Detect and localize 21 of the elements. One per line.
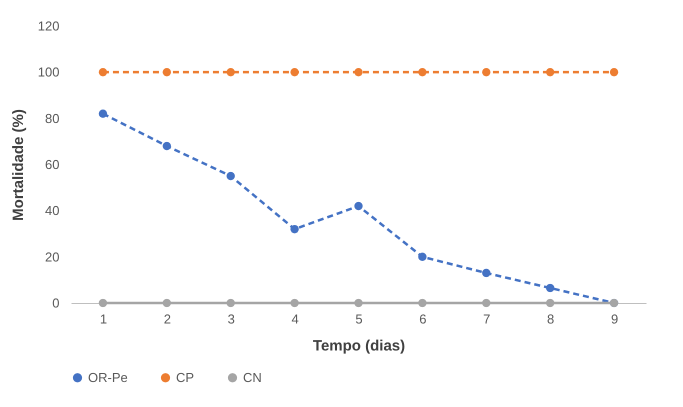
y-tick-label: 120: [38, 18, 60, 34]
y-tick-label: 0: [52, 296, 60, 310]
x-axis-title: Tempo (dias): [312, 338, 406, 354]
y-tick-label: 20: [45, 249, 60, 264]
x-tick-label: 8: [547, 312, 554, 326]
x-tick-label: 2: [164, 312, 171, 326]
legend-label: OR-Pe: [88, 370, 128, 385]
legend-label: CN: [243, 370, 262, 385]
x-tick-label: 4: [291, 312, 299, 326]
x-tick-label: 3: [228, 312, 235, 326]
y-tick-label: 40: [45, 203, 60, 218]
x-tick-label: 5: [355, 312, 363, 326]
y-tick-label: 80: [45, 110, 60, 126]
x-tick-label: 6: [419, 312, 427, 326]
legend-label: CP: [176, 370, 194, 385]
y-tick-label: 100: [38, 64, 60, 80]
x-tick-label: 1: [100, 312, 108, 326]
x-tick-label: 7: [483, 312, 490, 326]
x-tick-label: 9: [610, 312, 618, 326]
y-axis-title: Mortalidade (%): [10, 109, 27, 221]
y-tick-label: 60: [45, 157, 60, 172]
